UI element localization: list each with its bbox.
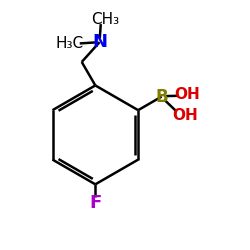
Text: F: F	[89, 194, 102, 212]
Text: OH: OH	[174, 87, 200, 102]
Text: CH₃: CH₃	[91, 12, 119, 27]
Text: B: B	[155, 88, 168, 106]
Text: OH: OH	[172, 108, 198, 123]
Text: H₃C: H₃C	[55, 36, 84, 51]
Text: N: N	[92, 33, 107, 51]
